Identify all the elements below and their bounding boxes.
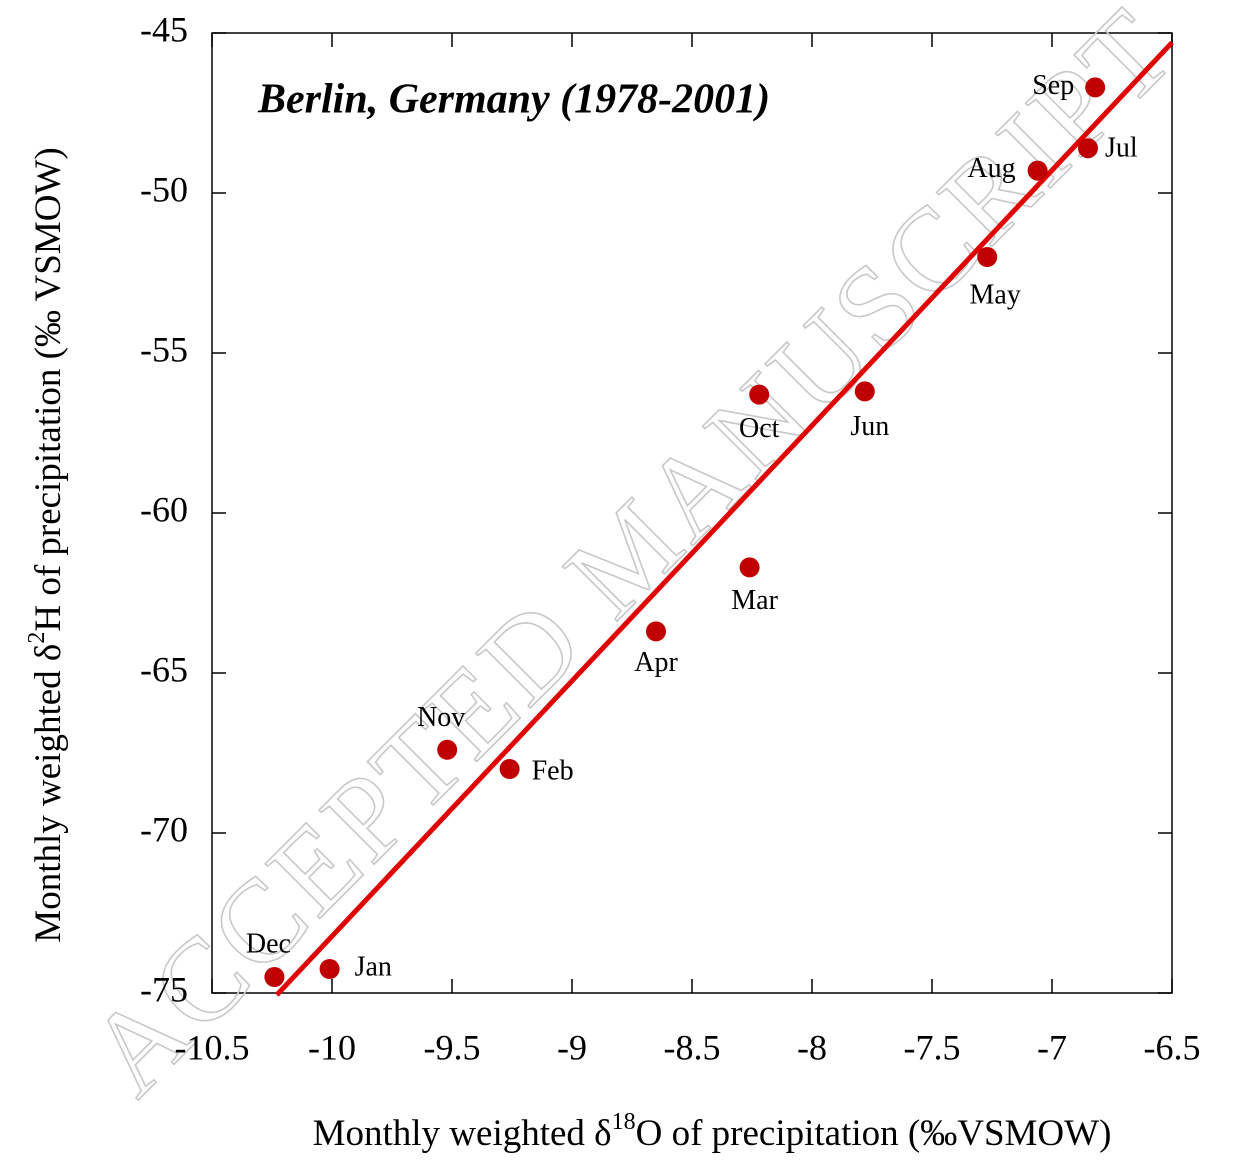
x-axis-title: Monthly weighted δ18O of precipitation (… — [313, 1109, 1112, 1155]
x-tick-label: -6.5 — [1144, 1027, 1201, 1067]
x-axis-title-sup: 18 — [612, 1109, 636, 1135]
point-label: Jun — [850, 411, 889, 442]
point — [977, 247, 998, 267]
point-label: Oct — [739, 413, 780, 444]
x-axis-title-part: O of precipitation (‰VSMOW) — [636, 1113, 1112, 1154]
fit-line — [274, 40, 1174, 997]
y-axis-title-part: H of precipitation (‰ VSMOW) — [28, 147, 69, 631]
y-tick-label: -65 — [140, 649, 188, 689]
point — [264, 967, 285, 987]
y-tick-label: -55 — [140, 329, 188, 369]
x-tick-label: -10 — [308, 1027, 356, 1067]
point — [437, 739, 458, 760]
point — [1027, 160, 1048, 181]
x-tick-label: -8.5 — [664, 1027, 721, 1067]
point-label: Jan — [355, 951, 392, 982]
x-tick-label: -9.5 — [424, 1027, 481, 1067]
y-tick-label: -50 — [140, 169, 188, 209]
x-tick-label: -7 — [1037, 1027, 1067, 1067]
point-label: Aug — [967, 153, 1015, 184]
point-label: Feb — [532, 755, 574, 786]
x-tick-label: -8 — [797, 1027, 827, 1067]
x-axis-title-part: Monthly weighted δ — [313, 1113, 612, 1154]
chart-title: Berlin, Germany (1978-2001) — [257, 77, 770, 123]
x-tick-label: -10.5 — [175, 1027, 250, 1067]
point-label: Dec — [246, 928, 291, 959]
point-label: Jul — [1105, 133, 1138, 164]
y-tick-label: -70 — [140, 809, 188, 849]
point — [854, 381, 875, 402]
y-tick-label: -75 — [140, 969, 188, 1009]
point — [646, 621, 666, 642]
point-label: Mar — [731, 585, 778, 616]
point — [499, 759, 520, 779]
point — [739, 557, 760, 578]
point-label: Nov — [417, 702, 465, 733]
point — [749, 384, 770, 405]
x-tick-label: -7.5 — [904, 1027, 961, 1067]
y-tick-label: -45 — [140, 9, 188, 49]
y-tick-label: -60 — [140, 489, 188, 529]
point-label: Apr — [634, 647, 678, 678]
point-label: May — [970, 279, 1021, 310]
point — [319, 959, 340, 979]
x-tick-label: -9 — [557, 1027, 587, 1067]
point — [1078, 138, 1098, 159]
point — [1085, 77, 1106, 98]
y-axis-title-part: Monthly weighted δ — [28, 644, 69, 943]
y-axis-title: Monthly weighted δ2H of precipitation (‰… — [24, 147, 70, 942]
point-label: Sep — [1032, 70, 1074, 101]
y-axis-title-sup: 2 — [24, 632, 50, 644]
